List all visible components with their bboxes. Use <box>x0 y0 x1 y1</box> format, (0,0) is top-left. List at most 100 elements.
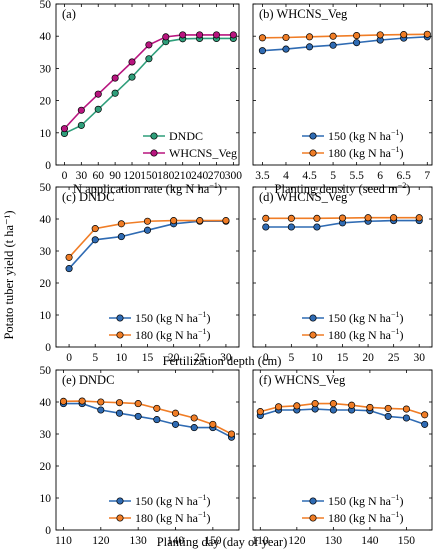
data-point <box>348 401 356 409</box>
data-point <box>222 217 230 225</box>
x-tick-label: 110 <box>55 535 72 547</box>
x-tick-label: 240 <box>191 170 209 182</box>
x-tick-label: 180 <box>157 170 175 182</box>
panel-title: (a) <box>62 7 76 21</box>
legend-label-text: 150 (kg N ha <box>328 494 392 508</box>
x-tick-label: 4 <box>283 170 289 182</box>
x-tick-label: 5 <box>330 170 336 182</box>
data-point <box>190 424 198 432</box>
series-line-0 <box>260 408 425 426</box>
legend-label: 150 (kg N ha−1) <box>328 493 404 508</box>
data-point <box>402 414 410 422</box>
data-point <box>145 41 153 49</box>
y-tick-label: 40 <box>40 31 52 43</box>
y-tick-label: 10 <box>40 128 52 140</box>
x-tick-label: 120 <box>92 535 110 547</box>
panel-title: (e) DNDC <box>62 373 114 387</box>
legend-label-superscript: −1 <box>198 493 207 502</box>
legend-marker <box>116 331 124 339</box>
data-point <box>256 408 264 416</box>
data-point <box>313 214 321 222</box>
legend-label-text: ) <box>400 311 404 325</box>
x-axis-label-text: N application rate (kg N ha <box>73 182 210 196</box>
legend-label-superscript: −1 <box>391 145 400 154</box>
legend: 150 (kg N ha−1)180 (kg N ha−1) <box>109 493 211 525</box>
legend-marker <box>116 514 124 522</box>
legend-label: WHCNS_Veg <box>169 146 237 160</box>
data-point <box>384 404 392 412</box>
y-tick-label: 20 <box>40 461 52 473</box>
series-line-0 <box>262 36 428 52</box>
y-tick-label: 50 <box>40 182 52 194</box>
x-tick-label: 270 <box>208 170 226 182</box>
data-point <box>97 406 105 414</box>
x-tick-label: 20 <box>362 352 374 364</box>
x-tick-label: 130 <box>325 535 343 547</box>
x-tick-label: 15 <box>337 352 349 364</box>
legend-label-superscript: −1 <box>198 310 207 319</box>
data-point <box>282 45 290 53</box>
legend-label-text: 150 (kg N ha <box>135 311 199 325</box>
data-point <box>258 34 266 42</box>
data-point <box>91 225 99 233</box>
data-point <box>115 399 124 407</box>
y-tick-label: 40 <box>40 397 52 409</box>
legend-label-text: 150 (kg N ha <box>135 494 199 508</box>
data-point <box>423 30 431 38</box>
data-point <box>287 214 295 222</box>
series-line-1 <box>260 402 425 416</box>
data-point <box>134 400 142 408</box>
data-point <box>313 223 321 231</box>
legend: 150 (kg N ha−1)180 (kg N ha−1) <box>302 493 404 525</box>
series-line-1 <box>262 33 428 39</box>
y-tick-label: 0 <box>45 525 51 537</box>
x-axis-label-superscript: −1 <box>209 181 218 190</box>
data-point <box>329 32 337 40</box>
data-point <box>91 236 99 244</box>
series-line-1 <box>63 400 232 435</box>
data-point <box>115 409 124 417</box>
legend: 150 (kg N ha−1)180 (kg N ha−1) <box>109 310 211 342</box>
data-point <box>128 58 136 66</box>
data-point <box>94 105 102 113</box>
data-point <box>143 217 152 225</box>
x-tick-label: 15 <box>142 352 154 364</box>
y-tick-label: 50 <box>40 365 52 377</box>
legend-label-text: WHCNS_Veg <box>169 146 237 160</box>
legend-label: 150 (kg N ha−1) <box>135 493 211 508</box>
plot-frame <box>55 369 240 531</box>
data-point <box>384 412 392 420</box>
legend-label-text: 180 (kg N ha <box>328 511 392 525</box>
legend-label-text: ) <box>400 328 404 342</box>
x-tick-label: 25 <box>388 352 400 364</box>
legend-label-text: DNDC <box>169 129 203 143</box>
shared-x-axis-label-row2: Fertilization depth (cm) <box>163 354 282 368</box>
x-tick-label: 210 <box>174 170 192 182</box>
x-tick-label: 5.5 <box>349 170 364 182</box>
x-tick-label: 120 <box>123 170 141 182</box>
x-tick-label: 110 <box>252 535 269 547</box>
data-point <box>282 33 290 42</box>
x-tick-label: 20 <box>168 352 180 364</box>
x-tick-label: 6.5 <box>397 170 412 182</box>
legend-marker <box>116 314 124 322</box>
x-tick-label: 30 <box>220 352 232 364</box>
legend-marker <box>309 497 317 505</box>
x-tick-label: 5 <box>92 352 98 364</box>
data-point <box>262 214 270 222</box>
plot-frame <box>252 369 433 531</box>
x-tick-label: 6 <box>377 170 383 182</box>
legend-label-text: 150 (kg N ha <box>328 129 392 143</box>
y-tick-label: 30 <box>40 63 52 75</box>
data-point <box>171 409 180 417</box>
data-point <box>329 41 337 49</box>
legend-label: 150 (kg N ha−1) <box>135 310 211 325</box>
data-point <box>94 90 102 98</box>
data-point <box>415 214 423 222</box>
data-point <box>190 414 198 422</box>
data-point <box>145 55 153 63</box>
data-point <box>293 402 301 410</box>
legend-marker <box>309 514 317 522</box>
